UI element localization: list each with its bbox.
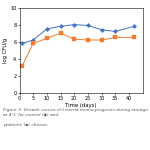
- Text: probiotic (▪) cheese.: probiotic (▪) cheese.: [3, 123, 48, 127]
- Y-axis label: log CFU/g: log CFU/g: [3, 38, 8, 63]
- X-axis label: Time (days): Time (days): [65, 103, 97, 108]
- Text: Figure 3: Growth curves of Listeria monocytogenes during storage at 4°C for cont: Figure 3: Growth curves of Listeria mono…: [3, 108, 148, 117]
